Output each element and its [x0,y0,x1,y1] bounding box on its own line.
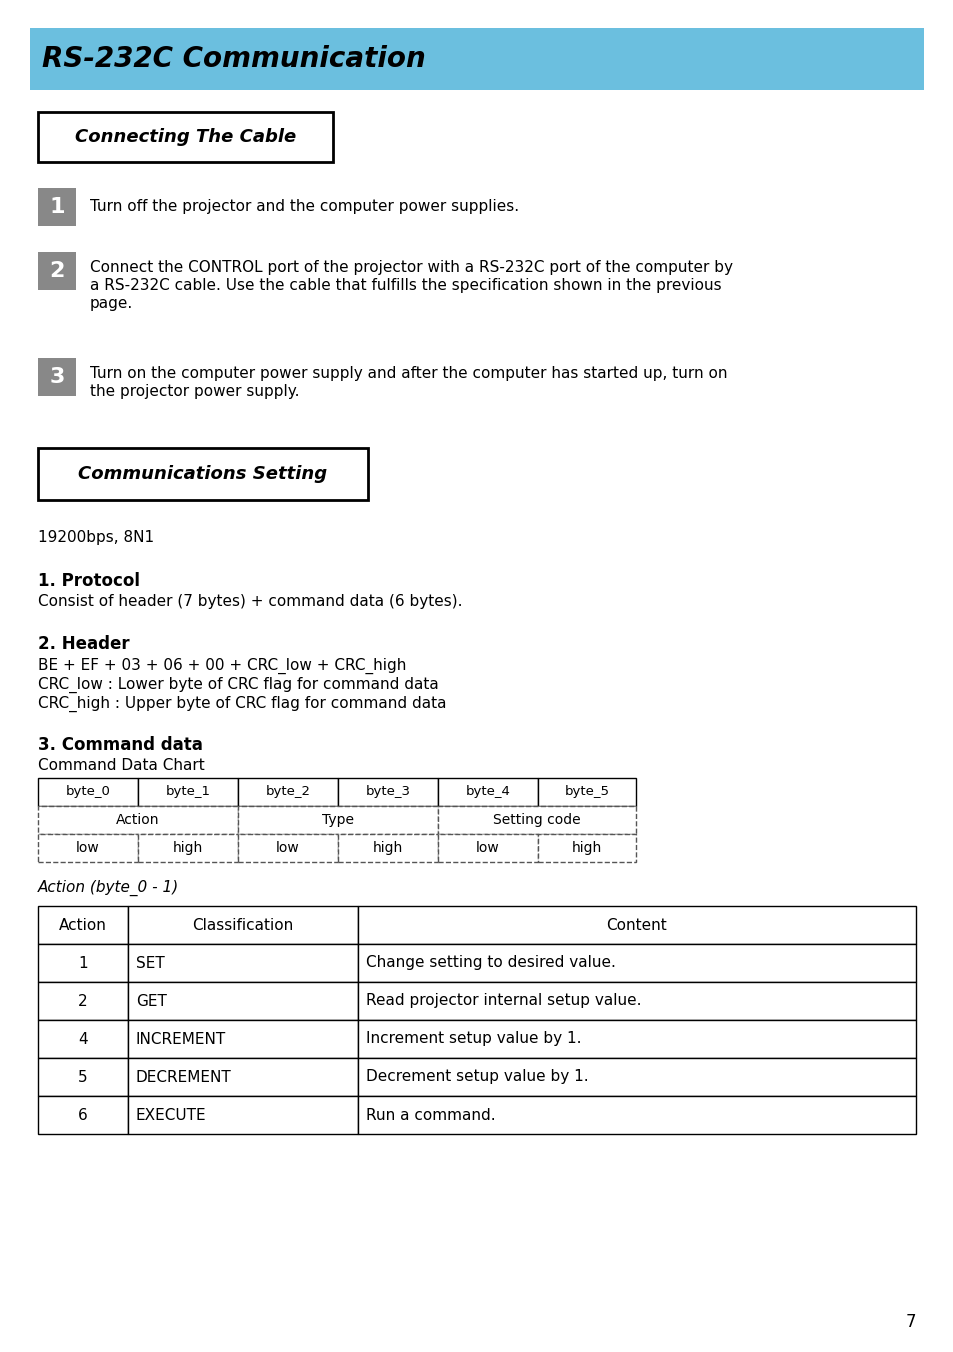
Text: 3. Command data: 3. Command data [38,735,203,754]
Bar [237,806,437,834]
Text: high: high [373,841,403,854]
Bar [38,358,76,396]
Text: 6: 6 [78,1107,88,1122]
Bar [38,1096,128,1134]
Text: low: low [476,841,499,854]
Text: 4: 4 [78,1032,88,1046]
Bar [38,834,138,863]
Text: Consist of header (7 bytes) + command data (6 bytes).: Consist of header (7 bytes) + command da… [38,594,462,608]
Text: 5: 5 [78,1069,88,1084]
Text: Command Data Chart: Command Data Chart [38,758,205,773]
Text: Action: Action [59,918,107,933]
Bar [357,944,915,982]
Text: Setting code: Setting code [493,813,580,827]
Text: byte_5: byte_5 [564,786,609,799]
Text: Decrement setup value by 1.: Decrement setup value by 1. [366,1069,588,1084]
Text: Content: Content [606,918,667,933]
Bar [537,834,636,863]
Bar [357,1096,915,1134]
Bar [38,251,76,289]
Text: 7: 7 [904,1313,915,1330]
Text: Classification: Classification [193,918,294,933]
Text: Run a command.: Run a command. [366,1107,496,1122]
Text: Turn on the computer power supply and after the computer has started up, turn on: Turn on the computer power supply and af… [90,366,727,381]
Text: Increment setup value by 1.: Increment setup value by 1. [366,1032,581,1046]
Text: 1. Protocol: 1. Protocol [38,572,140,589]
Bar [337,834,437,863]
Text: Read projector internal setup value.: Read projector internal setup value. [366,994,640,1009]
Text: Communications Setting: Communications Setting [78,465,327,483]
Bar [128,1019,357,1059]
Text: 2. Header: 2. Header [38,635,130,653]
Bar [138,834,237,863]
Text: Action: Action [116,813,159,827]
Text: high: high [571,841,601,854]
Bar [138,777,237,806]
Text: byte_3: byte_3 [365,786,410,799]
Text: 1: 1 [78,956,88,971]
Bar [38,806,237,834]
Bar [128,1059,357,1096]
Text: 2: 2 [78,994,88,1009]
Text: Turn off the projector and the computer power supplies.: Turn off the projector and the computer … [90,200,518,215]
Bar [357,1059,915,1096]
Text: EXECUTE: EXECUTE [136,1107,207,1122]
Text: DECREMENT: DECREMENT [136,1069,232,1084]
Text: Change setting to desired value.: Change setting to desired value. [366,956,616,971]
Bar [38,112,333,162]
Bar [337,777,437,806]
Text: low: low [76,841,100,854]
Bar [38,448,368,500]
Text: byte_1: byte_1 [165,786,211,799]
Bar [357,982,915,1019]
Text: RS-232C Communication: RS-232C Communication [42,45,425,73]
Text: 2: 2 [50,261,65,281]
Bar [128,982,357,1019]
Bar [237,834,337,863]
Bar [30,28,923,91]
Text: GET: GET [136,994,167,1009]
Bar [237,777,337,806]
Bar [437,806,636,834]
Bar [38,906,128,944]
Bar [38,982,128,1019]
Text: a RS-232C cable. Use the cable that fulfills the specification shown in the prev: a RS-232C cable. Use the cable that fulf… [90,279,720,293]
Bar [437,834,537,863]
Text: high: high [172,841,203,854]
Text: byte_4: byte_4 [465,786,510,799]
Text: 1: 1 [50,197,65,218]
Bar [128,1096,357,1134]
Text: SET: SET [136,956,165,971]
Text: byte_2: byte_2 [265,786,310,799]
Text: page.: page. [90,296,133,311]
Text: Connect the CONTROL port of the projector with a RS-232C port of the computer by: Connect the CONTROL port of the projecto… [90,260,732,274]
Bar [357,1019,915,1059]
Bar [38,1019,128,1059]
Bar [437,777,537,806]
Bar [38,777,138,806]
Text: Type: Type [322,813,354,827]
Bar [357,906,915,944]
Text: byte_0: byte_0 [66,786,111,799]
Bar [38,944,128,982]
Text: 19200bps, 8N1: 19200bps, 8N1 [38,530,154,545]
Text: Action (byte_0 - 1): Action (byte_0 - 1) [38,880,179,896]
Bar [38,1059,128,1096]
Text: CRC_high : Upper byte of CRC flag for command data: CRC_high : Upper byte of CRC flag for co… [38,696,446,713]
Text: Connecting The Cable: Connecting The Cable [74,128,295,146]
Bar [128,944,357,982]
Text: low: low [275,841,299,854]
Text: 3: 3 [50,366,65,387]
Bar [537,777,636,806]
Bar [38,188,76,226]
Text: BE + EF + 03 + 06 + 00 + CRC_low + CRC_high: BE + EF + 03 + 06 + 00 + CRC_low + CRC_h… [38,658,406,675]
Text: INCREMENT: INCREMENT [136,1032,226,1046]
Bar [128,906,357,944]
Text: CRC_low : Lower byte of CRC flag for command data: CRC_low : Lower byte of CRC flag for com… [38,677,438,694]
Text: the projector power supply.: the projector power supply. [90,384,299,399]
